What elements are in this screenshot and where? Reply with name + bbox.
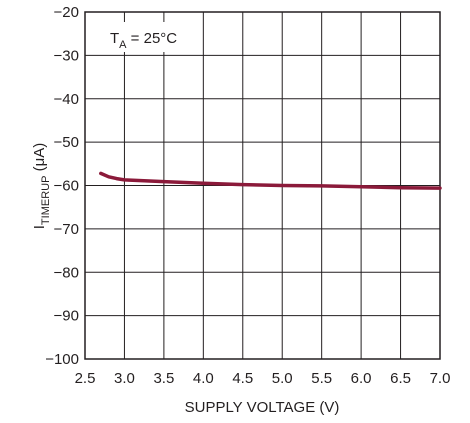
y-tick-label: −40: [54, 91, 79, 108]
x-tick-label: 5.5: [311, 370, 332, 387]
x-tick-label: 6.5: [390, 370, 411, 387]
y-tick-label: −60: [54, 178, 79, 195]
x-tick-label: 3.0: [114, 370, 135, 387]
x-axis-label: SUPPLY VOLTAGE (V): [185, 399, 340, 416]
y-tick-label: −70: [54, 221, 79, 238]
y-tick-labels: −20 −30 −40 −50 −60 −70 −80 −90 −100: [45, 4, 79, 368]
y-tick-label: −100: [45, 351, 79, 368]
x-tick-label: 6.0: [351, 370, 372, 387]
x-tick-label: 3.5: [153, 370, 174, 387]
annotation-background: [103, 22, 189, 52]
y-tick-label: −30: [54, 47, 79, 64]
x-tick-label: 4.0: [193, 370, 214, 387]
x-tick-label: 2.5: [75, 370, 96, 387]
x-tick-label: 7.0: [430, 370, 451, 387]
x-tick-labels: 2.5 3.0 3.5 4.0 4.5 5.0 5.5 6.0 6.5 7.0: [75, 370, 451, 387]
x-tick-label: 4.5: [232, 370, 253, 387]
y-tick-label: −20: [54, 4, 79, 21]
temperature-annotation: TA = 25°C: [110, 30, 177, 51]
y-axis-label: ITIMERUP (μA): [31, 143, 52, 229]
y-tick-label: −90: [54, 308, 79, 325]
plot-frame: [84, 11, 441, 360]
y-tick-label: −80: [54, 264, 79, 281]
y-tick-label: −50: [54, 134, 79, 151]
x-tick-label: 5.0: [272, 370, 293, 387]
series-line: [99, 171, 442, 190]
